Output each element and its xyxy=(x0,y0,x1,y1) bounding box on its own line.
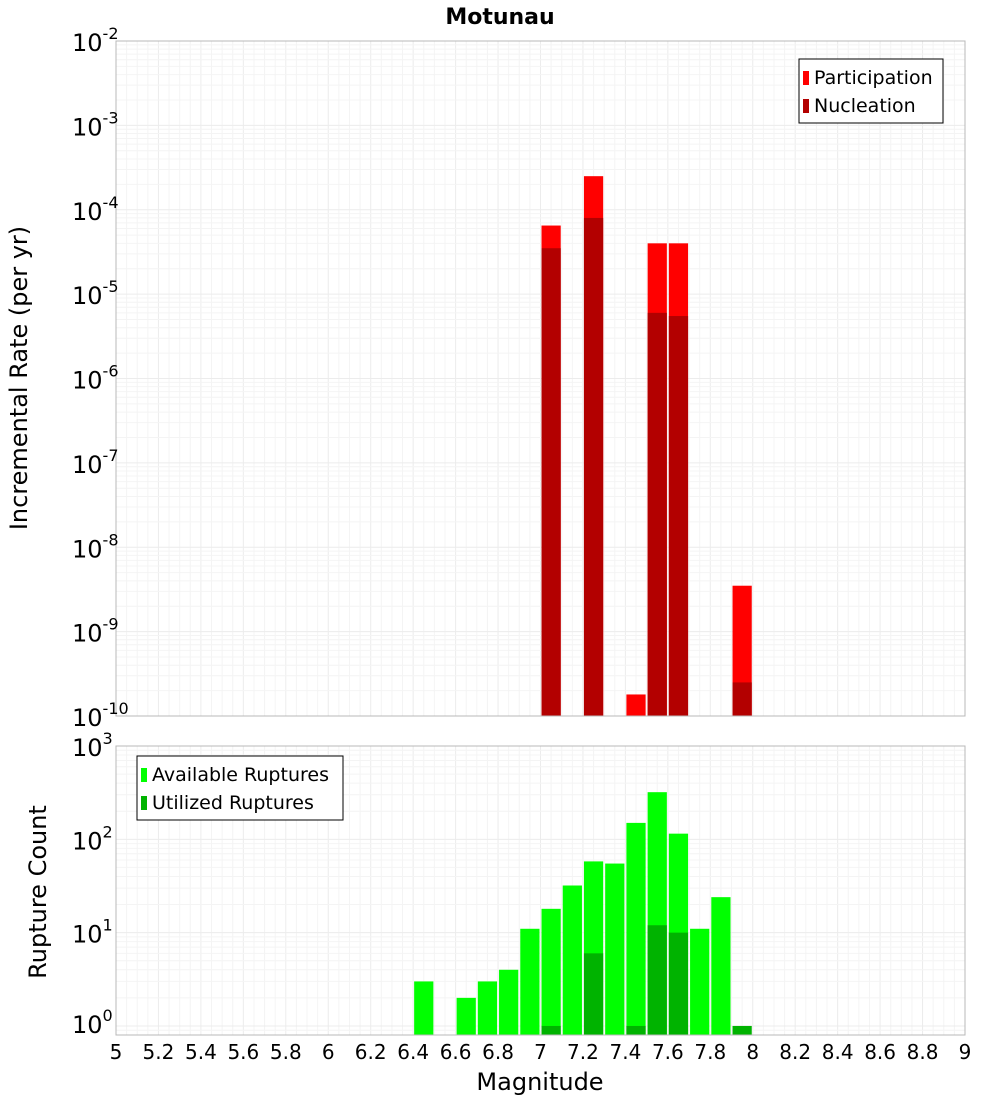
y-tick-label: 10-7 xyxy=(72,446,119,479)
rupture-count-axis-title: Rupture Count xyxy=(24,805,52,979)
legend-label: Available Ruptures xyxy=(152,764,329,786)
rupture-count-y-ticks: 103 102 101 100 xyxy=(72,729,113,1039)
y-tick-label: 10-4 xyxy=(72,193,119,226)
y-tick-label: 10-10 xyxy=(72,699,129,732)
x-tick-label: 5 xyxy=(110,1040,123,1064)
count-a-bar xyxy=(626,822,646,1035)
count-b-bar xyxy=(668,932,689,1035)
legend-swatch xyxy=(141,796,147,810)
legend-box xyxy=(798,58,944,124)
y-tick-label: 102 xyxy=(72,822,113,855)
x-tick-label: 8.2 xyxy=(779,1040,811,1064)
x-tick-label: 6.8 xyxy=(482,1040,514,1064)
y-tick-label: 10-8 xyxy=(72,530,119,563)
incremental-rate-plot-frame xyxy=(115,40,966,717)
incremental-rate-y-ticks: 10-2 10-3 10-4 10-5 10-6 10-7 10-8 10-9 10-10 xyxy=(72,24,129,732)
count-b-bar xyxy=(647,925,667,1035)
chart-title: Motunau xyxy=(445,5,554,30)
rupture-count-legend: Available Ruptures Utilized Ruptures xyxy=(136,755,344,821)
count-b-bar xyxy=(583,953,604,1035)
y-tick-label: 100 xyxy=(72,1006,113,1039)
magnitude-x-ticks: 5 5.2 5.4 5.6 5.8 6 6.2 6.4 6.6 6.8 7 7.2 7.4 7.6 7.8 8… xyxy=(110,1040,972,1064)
legend-label: Participation xyxy=(814,67,933,89)
count-a-bar xyxy=(477,981,498,1035)
legend-label: Nucleation xyxy=(814,95,916,117)
count-a-bar xyxy=(520,928,540,1035)
count-b-bar xyxy=(541,1025,561,1035)
x-tick-label: 6.4 xyxy=(397,1040,429,1064)
y-tick-label: 10-2 xyxy=(72,24,119,57)
incremental-rate-panel: 10-2 10-3 10-4 10-5 10-6 10-7 10-8 10-9 10-10 In… xyxy=(5,24,966,732)
count-a-bar xyxy=(414,981,434,1035)
x-tick-label: 5.4 xyxy=(185,1040,217,1064)
rate-b-bar xyxy=(668,316,689,716)
rate-a-bar xyxy=(626,694,646,716)
legend-swatch xyxy=(803,99,809,113)
rate-b-bar xyxy=(732,682,752,716)
x-tick-label: 7.6 xyxy=(652,1040,684,1064)
rate-b-bar xyxy=(541,248,561,717)
x-tick-label: 7.4 xyxy=(609,1040,641,1064)
y-tick-label: 10-6 xyxy=(72,362,119,395)
incremental-rate-legend: Participation Nucleation xyxy=(798,58,944,124)
y-tick-label: 10-5 xyxy=(72,277,119,310)
incremental-rate-bars xyxy=(541,176,752,717)
x-tick-label: 6.2 xyxy=(355,1040,387,1064)
rupture-count-plot-frame xyxy=(115,745,966,1036)
count-b-bar xyxy=(732,1025,752,1035)
x-tick-label: 8.8 xyxy=(907,1040,939,1064)
count-b-bar xyxy=(626,1025,646,1035)
count-a-bar xyxy=(711,897,731,1035)
y-tick-label: 10-9 xyxy=(72,615,119,648)
x-tick-label: 8.6 xyxy=(864,1040,896,1064)
legend-box xyxy=(136,755,344,821)
y-tick-label: 103 xyxy=(72,729,113,762)
rupture-count-panel: 103 102 101 100 Rupture Count Available Rup… xyxy=(24,729,966,1039)
x-tick-label: 5.6 xyxy=(227,1040,259,1064)
count-a-bar xyxy=(541,908,561,1035)
x-tick-label: 5.2 xyxy=(143,1040,175,1064)
incremental-rate-grid xyxy=(115,40,966,717)
legend-label: Utilized Ruptures xyxy=(152,792,314,814)
x-tick-label: 7.8 xyxy=(694,1040,726,1064)
legend-swatch xyxy=(141,768,147,782)
x-tick-label: 6 xyxy=(322,1040,335,1064)
y-tick-label: 101 xyxy=(72,916,113,949)
legend-swatch xyxy=(803,71,809,85)
count-a-bar xyxy=(456,997,476,1035)
count-a-bar xyxy=(499,969,519,1035)
x-tick-label: 8.4 xyxy=(822,1040,854,1064)
y-tick-label: 10-3 xyxy=(72,108,119,141)
x-tick-label: 5.8 xyxy=(270,1040,302,1064)
count-a-bar xyxy=(562,885,582,1035)
x-tick-label: 7.2 xyxy=(567,1040,599,1064)
x-tick-label: 9 xyxy=(959,1040,972,1064)
count-a-bar xyxy=(690,928,710,1035)
magnitude-axis-title: Magnitude xyxy=(476,1068,603,1096)
rupture-count-bars xyxy=(414,792,752,1035)
count-a-bar xyxy=(605,863,625,1035)
x-tick-label: 7 xyxy=(534,1040,547,1064)
x-tick-label: 8 xyxy=(746,1040,759,1064)
incremental-rate-axis-title: Incremental Rate (per yr) xyxy=(5,226,33,530)
x-tick-label: 6.6 xyxy=(440,1040,472,1064)
rate-b-bar xyxy=(647,312,667,716)
rate-b-bar xyxy=(583,217,604,716)
